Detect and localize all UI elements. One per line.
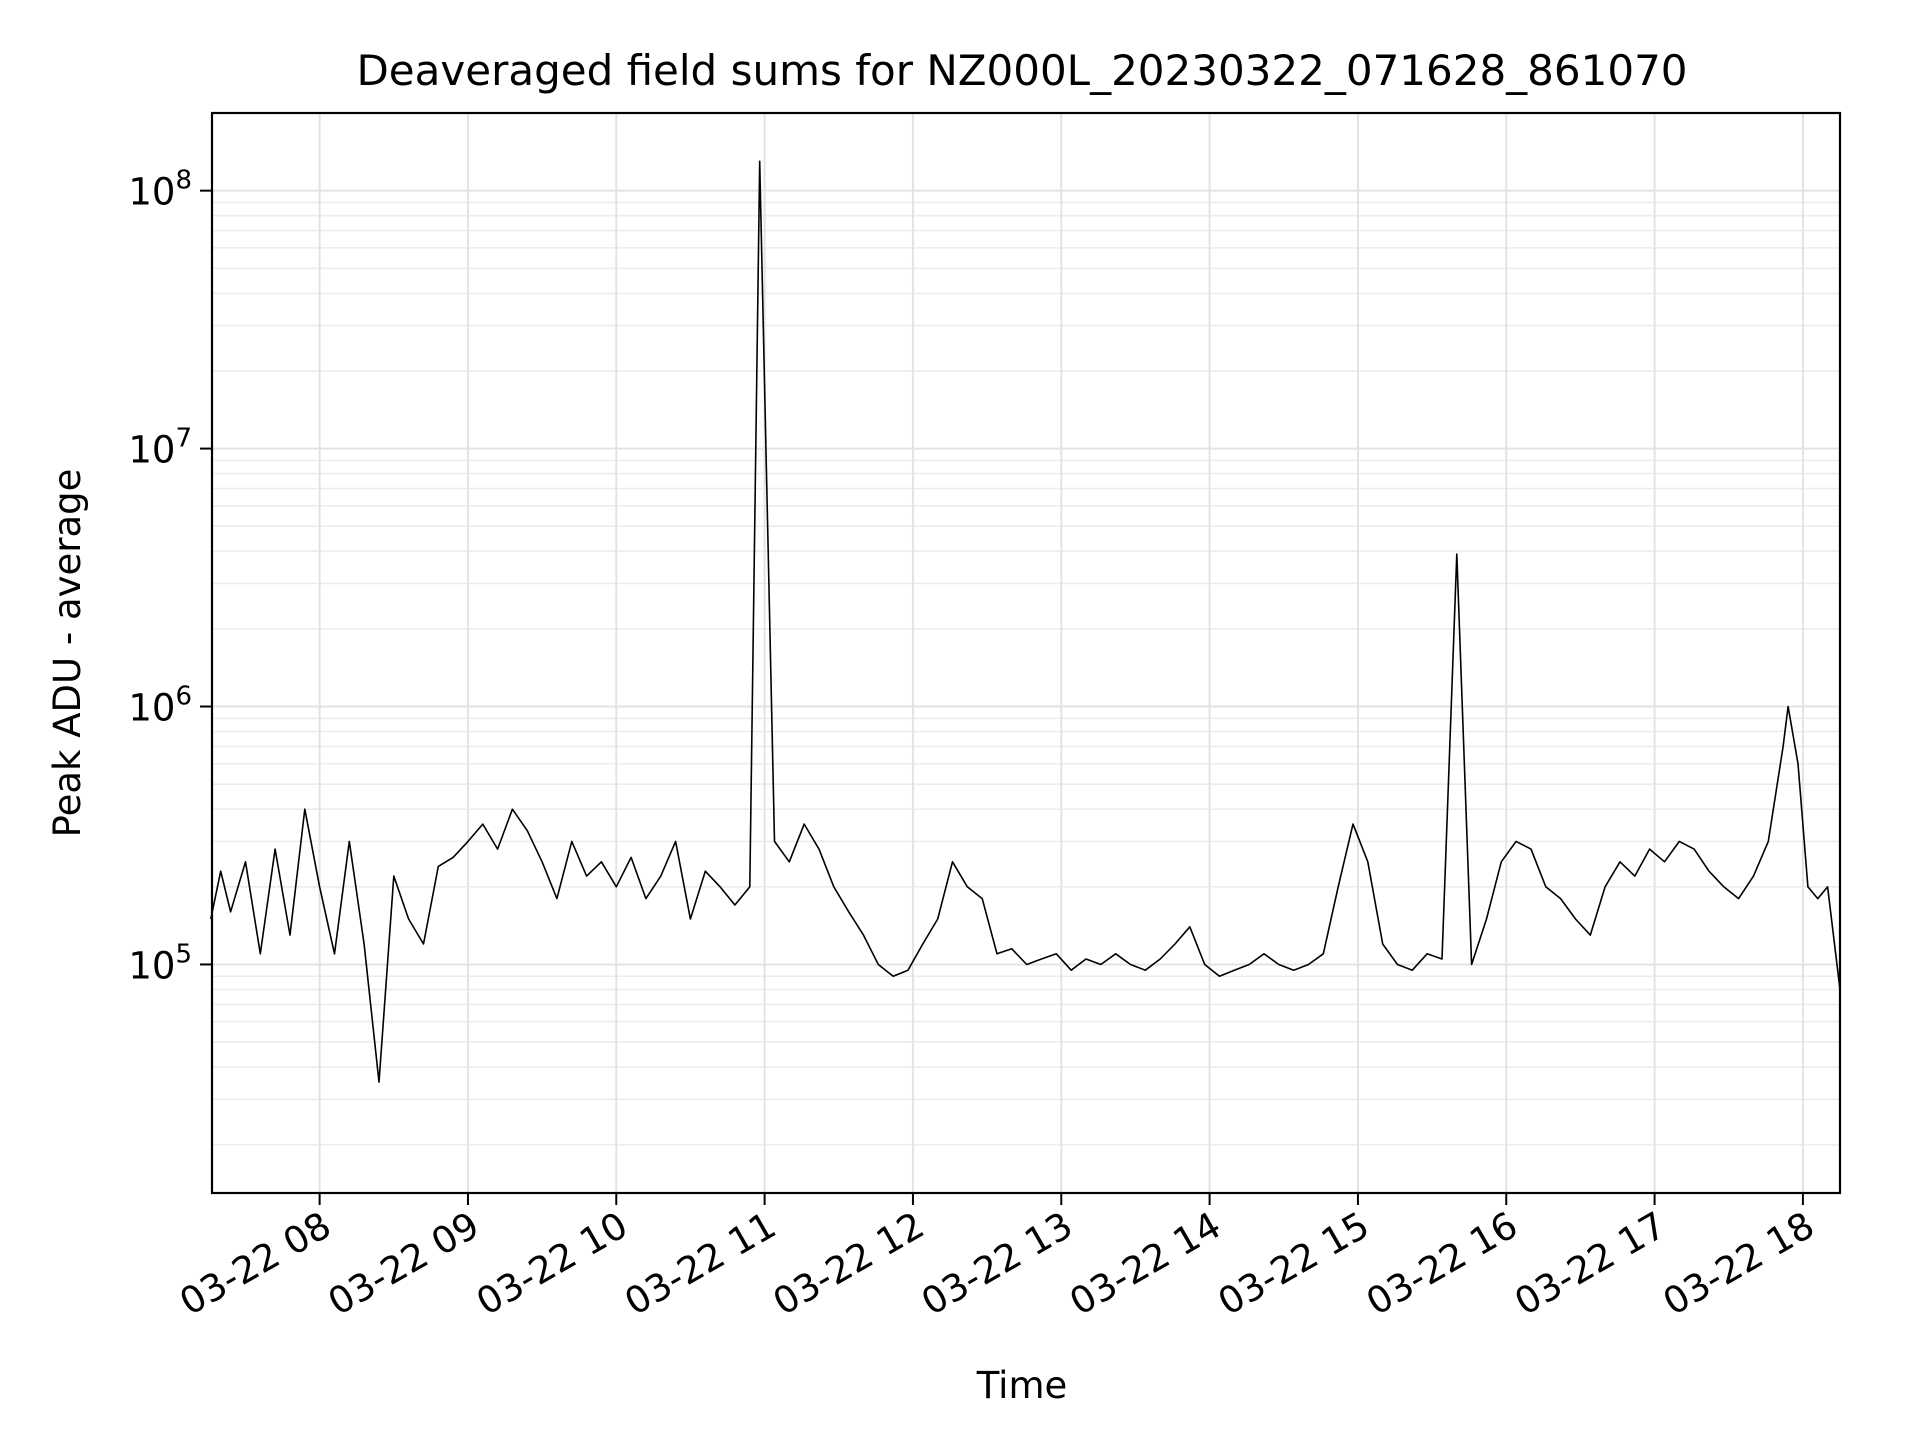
x-axis-label: Time — [976, 1364, 1068, 1407]
y-tick-label: 107 — [128, 424, 192, 472]
chart-title: Deaveraged field sums for NZ000L_2023032… — [356, 46, 1687, 95]
y-tick-label: 106 — [128, 682, 192, 730]
series-layer — [210, 160, 1841, 1083]
y-tick-label: 108 — [128, 166, 192, 214]
plot-frame — [210, 111, 1842, 1195]
y-axis-label: Peak ADU - average — [46, 469, 89, 838]
y-axis-ticks: 105 106 107 108 — [128, 166, 212, 987]
y-tick-label: 105 — [128, 939, 192, 987]
grid — [212, 112, 1840, 1193]
series-line — [210, 160, 1841, 1083]
